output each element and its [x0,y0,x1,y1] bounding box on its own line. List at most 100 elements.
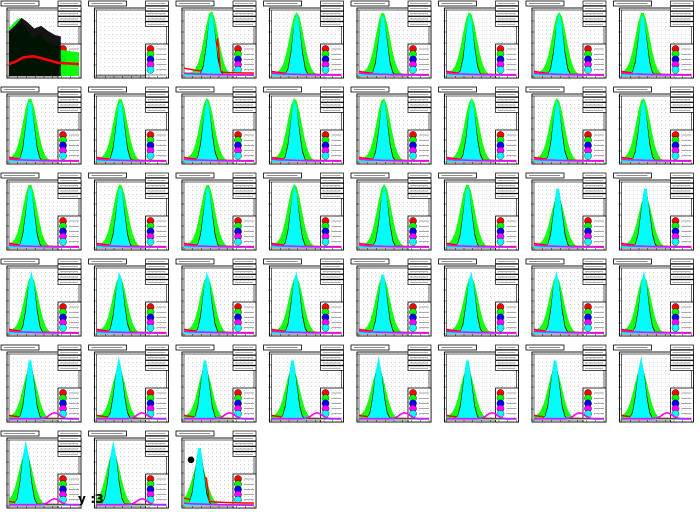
grid-dot [65,116,66,117]
grid-dot [331,152,333,153]
grid-dot [252,152,253,153]
grid-dot [65,26,66,27]
grid-dot [307,120,309,121]
grid-dot [315,22,317,23]
grid-dot [486,46,488,47]
grid-dot [657,112,659,113]
grid-dot [339,112,341,113]
grid-dot [411,140,412,141]
grid-dot [240,34,241,35]
grid-dot [550,42,551,43]
grid-dot [586,54,587,55]
grid-dot [73,38,74,39]
grid-dot [399,26,400,27]
grid-dot [502,152,504,153]
grid-dot [77,42,78,43]
grid-dot [188,120,189,121]
grid-dot [586,62,587,63]
grid-dot [73,34,74,35]
grid-dot [625,50,627,51]
grid-dot [100,144,102,145]
grid-dot [645,14,647,15]
grid-dot [136,66,138,67]
grid-dot [586,58,587,59]
grid-dot [335,116,337,117]
grid-dot [248,62,249,63]
grid-dot [681,18,683,19]
grid-dot [57,104,58,105]
grid-dot [156,156,158,157]
grid-dot [53,140,54,141]
grid-dot [252,50,253,51]
grid-dot [156,140,158,141]
grid-dot [363,120,364,121]
grid-dot [339,152,341,153]
grid-dot [244,54,245,55]
grid-dot [602,108,603,109]
grid-dot [307,100,309,101]
grid-dot [323,148,325,149]
grid-dot [661,46,663,47]
grid-dot [148,144,150,145]
grid-dot [319,144,321,145]
grid-dot [319,152,321,153]
grid-dot [578,58,579,59]
grid-dot [450,132,452,133]
grid-dot [339,54,341,55]
grid-dot [677,22,679,23]
grid-dot [323,42,325,43]
grid-dot [586,50,587,51]
grid-dot [490,108,492,109]
grid-dot [104,132,106,133]
grid-dot [45,14,46,15]
grid-dot [633,112,635,113]
grid-dot [510,70,512,71]
grid-dot [367,108,368,109]
grid-dot [303,128,305,129]
grid-dot [510,136,512,137]
grid-dot [228,116,229,117]
grid-dot [474,22,476,23]
grid-dot [61,14,62,15]
grid-dot [681,34,683,35]
grid-dot [37,26,38,27]
grid-dot [657,18,659,19]
grid-dot [196,26,197,27]
grid-dot [311,14,313,15]
grid-dot [578,108,579,109]
grid-dot [188,42,189,43]
grid-dot [311,58,313,59]
chart-panel [0,86,82,165]
grid-dot [570,38,571,39]
grid-dot [236,38,237,39]
grid-dot [57,30,58,31]
grid-dot [395,30,396,31]
grid-dot [132,34,134,35]
grid-dot [514,42,516,43]
grid-dot [689,104,691,105]
grid-dot [248,22,249,23]
grid-dot [494,100,496,101]
grid-dot [510,152,512,153]
grid-dot [399,54,400,55]
grid-dot [399,152,400,153]
grid-dot [287,120,289,121]
grid-dot [315,42,317,43]
grid-dot [653,14,655,15]
grid-dot [311,136,313,137]
chart-panel [263,86,344,165]
grid-dot [574,30,575,31]
grid-dot [582,66,583,67]
grid-dot [498,58,500,59]
grid-dot [208,14,209,15]
grid-dot [510,140,512,141]
grid-dot [375,124,376,125]
grid-dot [335,58,337,59]
series-magenta-line [96,158,167,162]
grid-dot [542,104,543,105]
grid-dot [498,46,500,47]
grid-dot [391,18,392,19]
grid-dot [339,140,341,141]
grid-dot [128,22,130,23]
grid-dot [136,140,138,141]
